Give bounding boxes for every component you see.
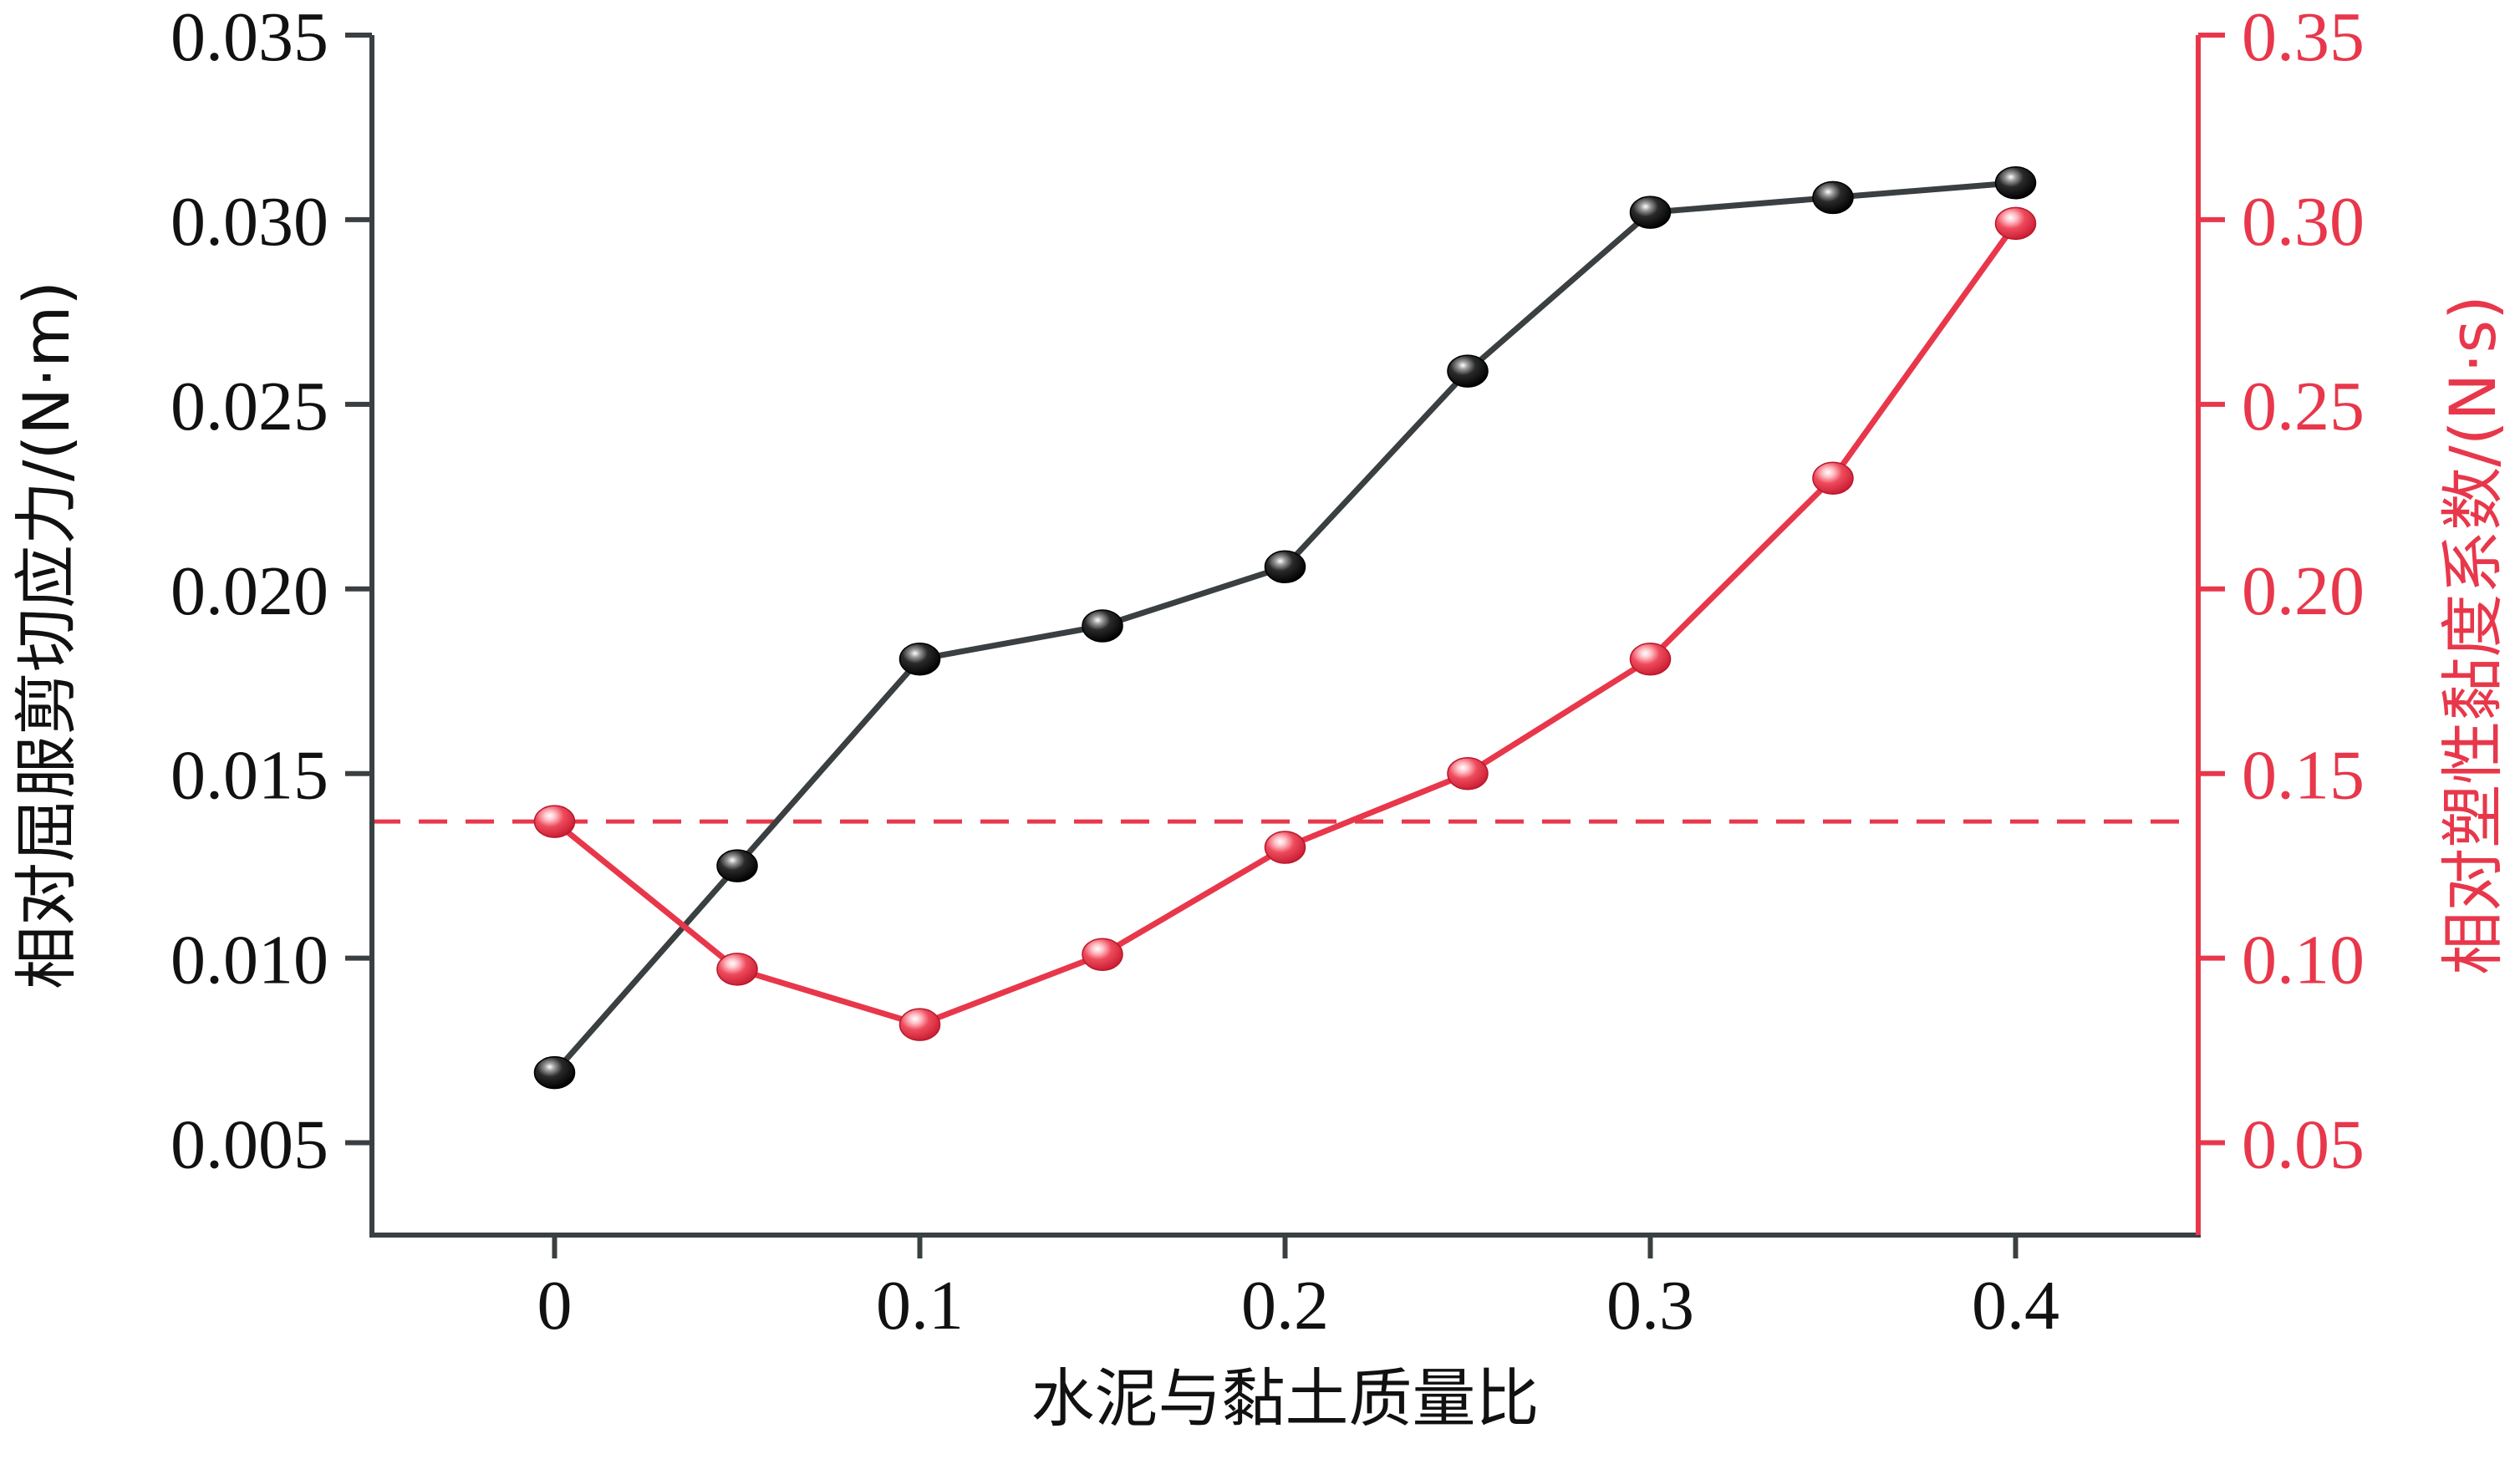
series-left-line bbox=[552, 180, 2016, 1075]
series-right-line bbox=[552, 221, 2019, 1028]
series-left-point bbox=[1629, 196, 1672, 229]
series-right-point bbox=[533, 805, 576, 838]
series-right-point bbox=[1264, 831, 1306, 864]
series-right-point bbox=[1447, 756, 1489, 791]
series-left-point bbox=[899, 642, 941, 676]
series-right-point bbox=[1629, 642, 1672, 676]
y-right-tick-label: 0.25 bbox=[2242, 368, 2365, 445]
series-right-point bbox=[716, 953, 758, 986]
y-right-tick-label: 0.10 bbox=[2242, 922, 2365, 999]
y-left-tick-label: 0.030 bbox=[171, 183, 328, 261]
series-left-point bbox=[1082, 609, 1123, 643]
series-left-point bbox=[533, 1055, 576, 1090]
y-right-tick-label: 0.30 bbox=[2242, 183, 2365, 261]
series-right-point bbox=[899, 1008, 941, 1041]
y-left-tick-label: 0.025 bbox=[171, 368, 328, 445]
y-left-tick-label: 0.015 bbox=[171, 737, 328, 815]
series-left-point bbox=[1447, 354, 1489, 388]
x-tick-label: 0.4 bbox=[1972, 1267, 2059, 1345]
y-right-tick-label: 0.15 bbox=[2242, 737, 2365, 815]
y-right-tick-label: 0.20 bbox=[2242, 552, 2365, 630]
y-left-tick-label: 0.005 bbox=[171, 1106, 328, 1184]
y-right-axis-title: 相对塑性黏度系数/(N·s) bbox=[2436, 295, 2510, 975]
series-right-point bbox=[1082, 938, 1123, 971]
y-left-tick-label: 0.035 bbox=[171, 0, 328, 76]
x-tick-label: 0.2 bbox=[1241, 1267, 1329, 1345]
y-right-tick-label: 0.05 bbox=[2242, 1106, 2365, 1184]
x-tick-label: 0.3 bbox=[1606, 1267, 1694, 1345]
y-left-tick-label: 0.020 bbox=[171, 552, 328, 630]
series-right-point bbox=[1994, 206, 2037, 241]
series-left-point bbox=[716, 849, 758, 882]
series-left-point bbox=[1812, 180, 1854, 215]
series-left-point bbox=[1994, 165, 2037, 200]
series-right-point bbox=[1812, 461, 1854, 495]
y-left-tick-label: 0.010 bbox=[171, 922, 328, 999]
y-left-axis-title: 相对屈服剪切应力/(N·m) bbox=[9, 281, 84, 989]
x-axis-title: 水泥与黏土质量比 bbox=[1031, 1361, 1540, 1436]
y-right-tick-label: 0.35 bbox=[2242, 0, 2365, 76]
x-tick-label: 0.1 bbox=[876, 1267, 964, 1345]
series-left-point bbox=[1264, 550, 1306, 584]
x-tick-label: 0 bbox=[537, 1267, 573, 1345]
